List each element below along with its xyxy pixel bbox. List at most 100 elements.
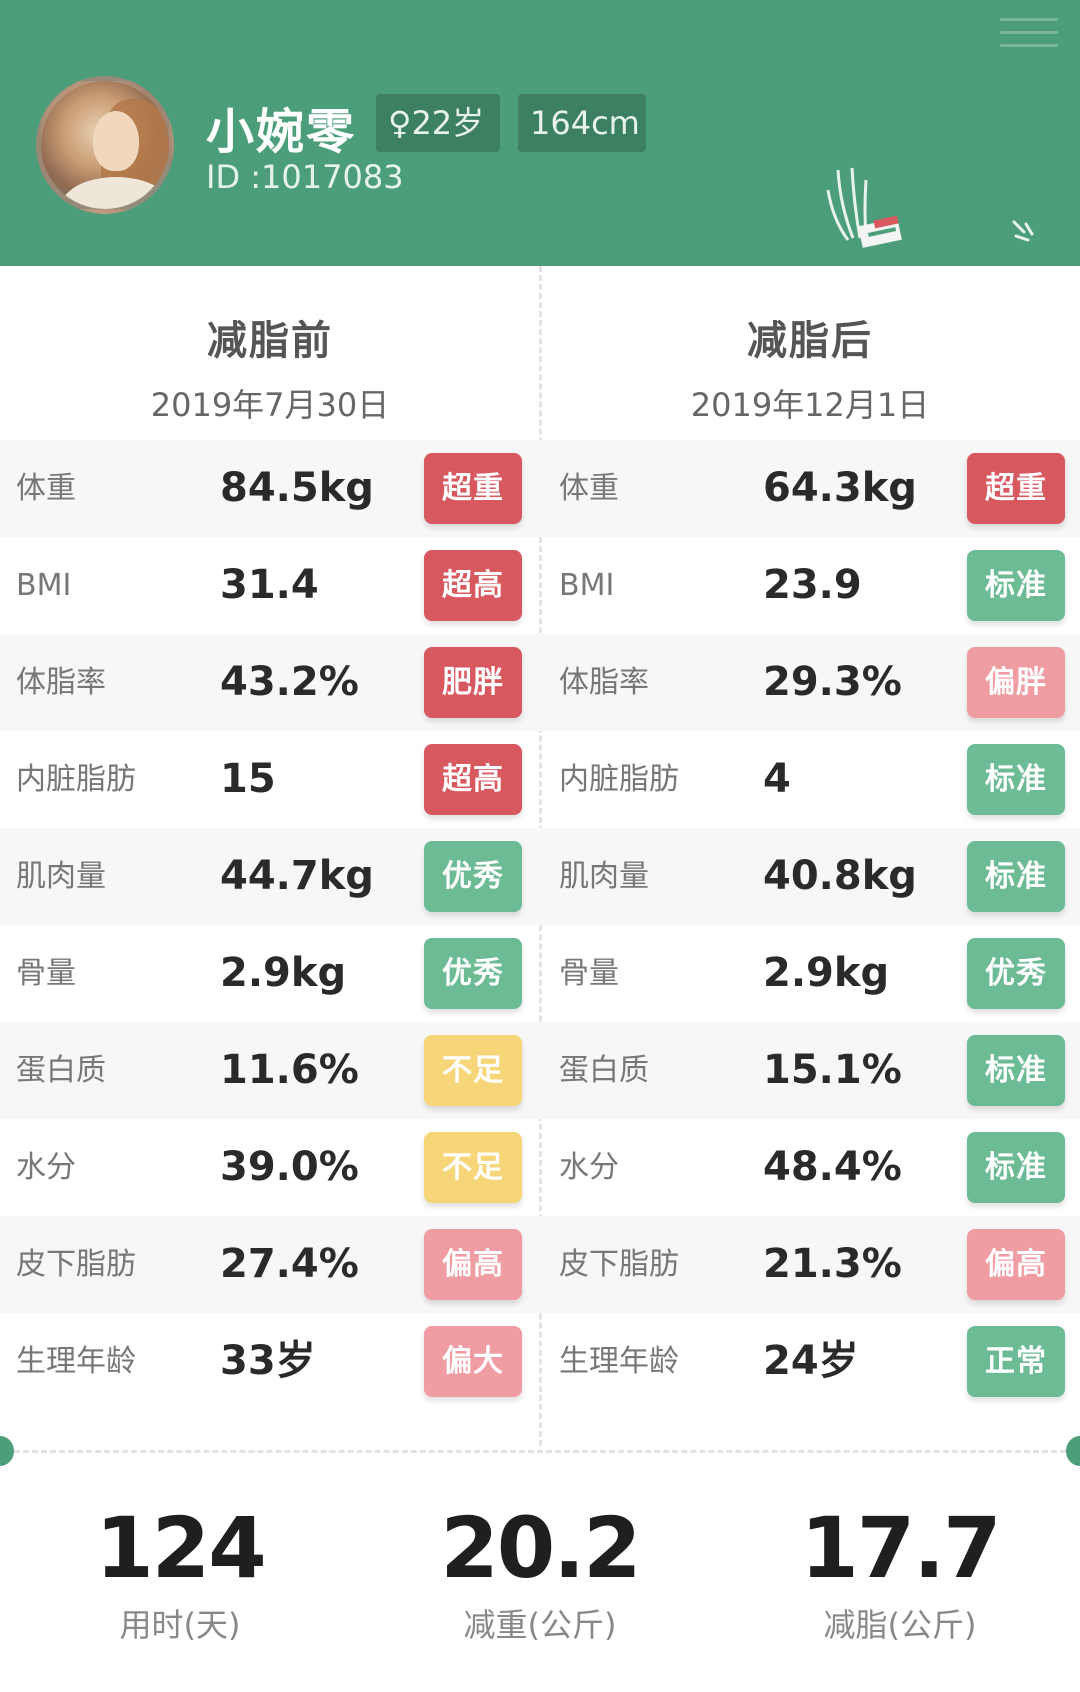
- metric-label: BMI: [559, 568, 615, 603]
- table-row: BMI 31.4 超高 BMI 23.9 标准: [0, 537, 1080, 634]
- metric-label: 皮下脂肪: [559, 1247, 679, 1282]
- before-cell: 肌肉量 44.7kg 优秀: [0, 828, 540, 925]
- metric-value: 39.0%: [220, 1144, 359, 1190]
- after-cell: BMI 23.9 标准: [543, 537, 1080, 634]
- height-badge: 164cm: [518, 94, 646, 152]
- metric-label: 体脂率: [16, 665, 106, 700]
- metric-value: 33岁: [220, 1338, 316, 1384]
- status-badge: 标准: [967, 1035, 1065, 1106]
- status-badge: 超重: [967, 453, 1065, 524]
- after-cell: 体脂率 29.3% 偏胖: [543, 634, 1080, 731]
- after-heading: 减脂后 2019年12月1日: [540, 266, 1080, 426]
- status-badge: 标准: [967, 1132, 1065, 1203]
- status-badge: 偏高: [424, 1229, 522, 1300]
- metric-value: 84.5kg: [220, 465, 374, 511]
- fat-loss-stat: 17.7 减脂(公斤): [720, 1500, 1080, 1646]
- status-badge: 优秀: [967, 938, 1065, 1009]
- metric-value: 21.3%: [763, 1241, 902, 1287]
- table-row: 生理年龄 33岁 偏大 生理年龄 24岁 正常: [0, 1313, 1080, 1410]
- after-cell: 肌肉量 40.8kg 标准: [543, 828, 1080, 925]
- after-date: 2019年12月1日: [690, 386, 930, 424]
- metric-label: 骨量: [559, 956, 619, 991]
- table-row: 皮下脂肪 27.4% 偏高 皮下脂肪 21.3% 偏高: [0, 1216, 1080, 1313]
- metric-label: 蛋白质: [559, 1053, 649, 1088]
- metric-label: 骨量: [16, 956, 76, 991]
- metric-label: 体脂率: [559, 665, 649, 700]
- table-row: 肌肉量 44.7kg 优秀 肌肉量 40.8kg 标准: [0, 828, 1080, 925]
- metric-label: 生理年龄: [559, 1344, 679, 1379]
- metric-value: 64.3kg: [763, 465, 917, 511]
- before-title: 减脂前: [207, 318, 333, 364]
- status-badge: 偏高: [967, 1229, 1065, 1300]
- age-badge: ♀22岁: [376, 94, 500, 152]
- before-cell: 内脏脂肪 15 超高: [0, 731, 540, 828]
- status-badge: 正常: [967, 1326, 1065, 1397]
- fat-loss-caption: 减脂(公斤): [823, 1606, 977, 1644]
- before-cell: 体脂率 43.2% 肥胖: [0, 634, 540, 731]
- metric-value: 43.2%: [220, 659, 359, 705]
- table-row: 水分 39.0% 不足 水分 48.4% 标准: [0, 1119, 1080, 1216]
- before-cell: 生理年龄 33岁 偏大: [0, 1313, 540, 1410]
- metrics-table: 体重 84.5kg 超重 体重 64.3kg 超重 BMI 31.4 超高 BM…: [0, 440, 1080, 1410]
- days-caption: 用时(天): [119, 1606, 241, 1644]
- metric-label: 生理年龄: [16, 1344, 136, 1379]
- profile-header: 小婉零 ♀22岁 164cm ID :1017083: [0, 0, 1080, 266]
- status-badge: 超高: [424, 744, 522, 815]
- user-id: ID :1017083: [206, 158, 404, 196]
- metric-value: 27.4%: [220, 1241, 359, 1287]
- after-title: 减脂后: [747, 318, 873, 364]
- before-cell: BMI 31.4 超高: [0, 537, 540, 634]
- metric-label: 肌肉量: [559, 859, 649, 894]
- metric-label: 水分: [559, 1150, 619, 1185]
- metric-value: 48.4%: [763, 1144, 902, 1190]
- status-badge: 偏大: [424, 1326, 522, 1397]
- weight-loss-stat: 20.2 减重(公斤): [360, 1500, 720, 1646]
- ticket-notch-left: [0, 1436, 14, 1466]
- table-row: 体脂率 43.2% 肥胖 体脂率 29.3% 偏胖: [0, 634, 1080, 731]
- table-row: 蛋白质 11.6% 不足 蛋白质 15.1% 标准: [0, 1022, 1080, 1119]
- metric-label: 内脏脂肪: [559, 762, 679, 797]
- hand-scale-icon: [826, 167, 902, 248]
- before-cell: 皮下脂肪 27.4% 偏高: [0, 1216, 540, 1313]
- days-value: 124: [95, 1499, 266, 1597]
- avatar[interactable]: [36, 76, 174, 214]
- metric-value: 15: [220, 756, 276, 802]
- weight-loss-caption: 减重(公斤): [463, 1606, 617, 1644]
- metric-value: 40.8kg: [763, 853, 917, 899]
- status-badge: 偏胖: [967, 647, 1065, 718]
- metric-label: 内脏脂肪: [16, 762, 136, 797]
- status-badge: 优秀: [424, 938, 522, 1009]
- after-cell: 生理年龄 24岁 正常: [543, 1313, 1080, 1410]
- weight-loss-value: 20.2: [440, 1499, 641, 1597]
- table-row: 内脏脂肪 15 超高 内脏脂肪 4 标准: [0, 731, 1080, 828]
- days-stat: 124 用时(天): [0, 1500, 360, 1646]
- metric-label: 体重: [16, 471, 76, 506]
- status-badge: 标准: [967, 550, 1065, 621]
- after-cell: 蛋白质 15.1% 标准: [543, 1022, 1080, 1119]
- summary-divider: [14, 1450, 1066, 1453]
- metric-value: 29.3%: [763, 659, 902, 705]
- table-row: 骨量 2.9kg 优秀 骨量 2.9kg 优秀: [0, 925, 1080, 1022]
- metric-label: 肌肉量: [16, 859, 106, 894]
- after-cell: 骨量 2.9kg 优秀: [543, 925, 1080, 1022]
- metric-value: 2.9kg: [763, 950, 890, 996]
- table-row: 体重 84.5kg 超重 体重 64.3kg 超重: [0, 440, 1080, 537]
- status-badge: 不足: [424, 1035, 522, 1106]
- metric-label: 体重: [559, 471, 619, 506]
- metric-value: 44.7kg: [220, 853, 374, 899]
- status-badge: 标准: [967, 744, 1065, 815]
- before-cell: 水分 39.0% 不足: [0, 1119, 540, 1216]
- before-cell: 蛋白质 11.6% 不足: [0, 1022, 540, 1119]
- status-badge: 不足: [424, 1132, 522, 1203]
- metric-value: 4: [763, 756, 791, 802]
- status-badge: 超高: [424, 550, 522, 621]
- fat-loss-value: 17.7: [800, 1499, 1001, 1597]
- before-cell: 骨量 2.9kg 优秀: [0, 925, 540, 1022]
- after-cell: 体重 64.3kg 超重: [543, 440, 1080, 537]
- metric-value: 31.4: [220, 562, 319, 608]
- user-name: 小婉零: [206, 104, 357, 160]
- status-badge: 优秀: [424, 841, 522, 912]
- after-cell: 水分 48.4% 标准: [543, 1119, 1080, 1216]
- status-badge: 超重: [424, 453, 522, 524]
- metric-label: 水分: [16, 1150, 76, 1185]
